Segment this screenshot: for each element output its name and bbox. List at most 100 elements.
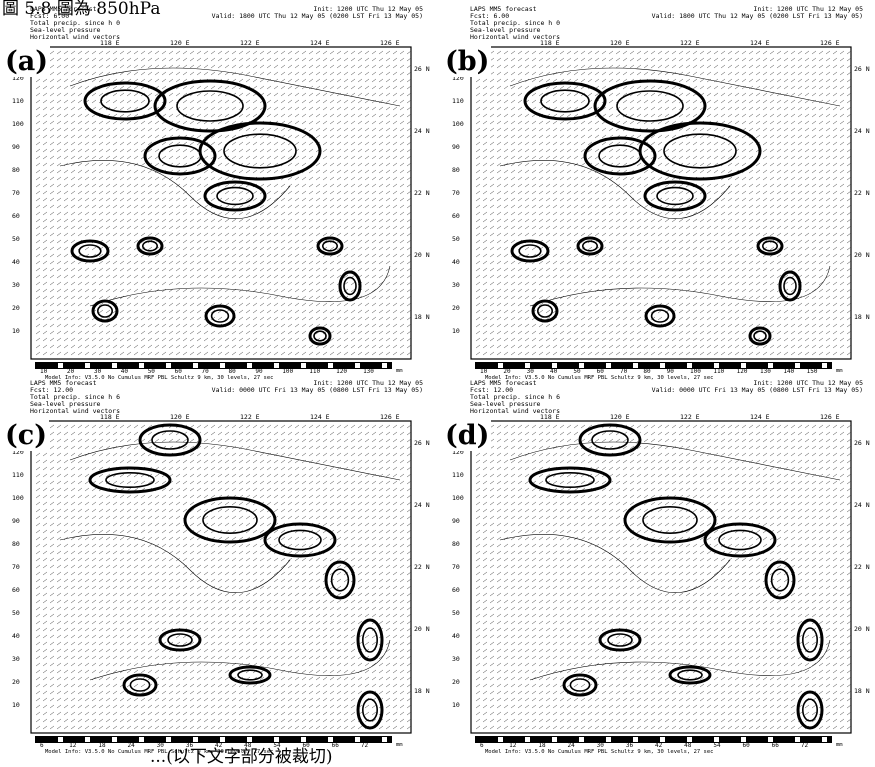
field-line-precip: Total precip. since h 6 bbox=[30, 393, 121, 401]
precip-area-inner-contour bbox=[591, 430, 629, 450]
scale-tick: 60 bbox=[174, 368, 182, 375]
precip-scale-bar bbox=[35, 362, 392, 369]
precip-area-contour bbox=[796, 690, 824, 730]
precip-scale-bar bbox=[475, 736, 832, 743]
scale-tick: 24 bbox=[567, 742, 575, 749]
scale-tick: 70 bbox=[201, 368, 209, 375]
precip-area-inner-contour bbox=[518, 244, 542, 258]
left-axis-tick: 70 bbox=[12, 563, 20, 571]
right-axis-tick: 26 N bbox=[854, 439, 870, 447]
precip-area-contour bbox=[528, 466, 612, 494]
precip-area-inner-contour bbox=[545, 471, 595, 488]
forecast-hour: Fcst: 6.00 bbox=[470, 12, 510, 20]
scale-tick: 10 bbox=[480, 368, 488, 375]
valid-time: Valid: 1800 UTC Thu 12 May 05 (0200 LST … bbox=[651, 12, 863, 20]
panel-label: (a) bbox=[3, 46, 51, 77]
left-axis-tick: 110 bbox=[452, 471, 464, 479]
scale-tick: 80 bbox=[643, 368, 651, 375]
scale-tick: 36 bbox=[625, 742, 634, 749]
forecast-hour: Fcst: 6.00 bbox=[30, 12, 70, 20]
precip-area-contour bbox=[158, 628, 202, 652]
left-axis-tick: 120 bbox=[452, 74, 464, 82]
left-axis-tick: 110 bbox=[12, 97, 24, 105]
left-axis-tick: 10 bbox=[12, 327, 20, 335]
field-line-wind: Horizontal wind vectors bbox=[30, 407, 121, 415]
precip-area-contour bbox=[703, 522, 777, 558]
precip-area-inner-contour bbox=[801, 627, 818, 653]
left-axis-tick: 60 bbox=[12, 212, 20, 220]
precip-area-contour bbox=[263, 522, 337, 558]
left-axis-tick: 120 bbox=[12, 448, 24, 456]
left-axis-tick: 70 bbox=[12, 189, 20, 197]
valid-time: Valid: 0000 UTC Fri 13 May 05 (0800 LST … bbox=[211, 386, 423, 394]
scale-tick: 120 bbox=[736, 368, 748, 375]
left-axis-tick: 60 bbox=[452, 212, 460, 220]
right-axis-tick: 22 N bbox=[414, 189, 430, 197]
precip-area-contour bbox=[531, 299, 559, 323]
left-axis-tick: 90 bbox=[452, 517, 460, 525]
precip-area-inner-contour bbox=[142, 240, 159, 252]
field-line-slp: Sea-level pressure bbox=[30, 400, 101, 408]
precip-area-inner-contour bbox=[129, 678, 151, 692]
field-line-precip: Total precip. since h 6 bbox=[470, 393, 561, 401]
precip-area-contour bbox=[228, 665, 272, 685]
init-time: Init: 1200 UTC Thu 12 May 05 bbox=[313, 379, 423, 387]
precip-scale-bar bbox=[475, 362, 832, 369]
precip-area-inner-contour bbox=[569, 678, 591, 692]
top-axis-tick: 118 E bbox=[100, 413, 120, 421]
scale-tick: 90 bbox=[255, 368, 263, 375]
init-time: Init: 1200 UTC Thu 12 May 05 bbox=[753, 379, 863, 387]
panel-label: (c) bbox=[3, 420, 49, 451]
precip-area-inner-contour bbox=[158, 144, 202, 168]
top-axis-tick: 122 E bbox=[680, 413, 700, 421]
left-axis-tick: 40 bbox=[452, 632, 460, 640]
right-axis-tick: 22 N bbox=[414, 563, 430, 571]
precip-area-contour bbox=[523, 81, 607, 121]
left-axis-tick: 100 bbox=[12, 494, 24, 502]
precip-area-inner-contour bbox=[278, 529, 322, 551]
left-axis-tick: 20 bbox=[12, 678, 20, 686]
scale-tick: 54 bbox=[713, 742, 721, 749]
scale-tick: 20 bbox=[66, 368, 75, 375]
right-axis-tick: 26 N bbox=[414, 439, 430, 447]
precip-area-contour bbox=[70, 239, 110, 263]
left-axis-tick: 120 bbox=[452, 448, 464, 456]
forecast-map bbox=[30, 46, 412, 360]
scale-tick: 60 bbox=[742, 742, 750, 749]
scale-tick: 60 bbox=[302, 742, 310, 749]
precip-area-inner-contour bbox=[761, 240, 778, 252]
scale-tick: 36 bbox=[185, 742, 194, 749]
model-title: LAPS MM5 forecast bbox=[470, 5, 537, 13]
precip-area-inner-contour bbox=[783, 276, 797, 296]
precip-area-contour bbox=[644, 304, 676, 328]
precip-area-inner-contour bbox=[330, 568, 350, 592]
precip-area-contour bbox=[198, 121, 322, 181]
precip-scale-bar bbox=[35, 736, 392, 743]
precip-area-contour bbox=[153, 79, 267, 133]
precip-area-contour bbox=[796, 618, 824, 662]
left-axis-tick: 40 bbox=[452, 258, 460, 266]
precip-area-inner-contour bbox=[343, 276, 357, 296]
left-axis-tick: 30 bbox=[452, 281, 460, 289]
precip-area-contour bbox=[122, 673, 158, 697]
scale-tick: 40 bbox=[550, 368, 558, 375]
field-line-slp: Sea-level pressure bbox=[470, 400, 541, 408]
precip-area-contour bbox=[668, 665, 712, 685]
scale-unit: mm bbox=[396, 742, 403, 748]
scale-tick: 48 bbox=[244, 742, 252, 749]
precip-area-contour bbox=[764, 560, 796, 600]
scale-tick: 130 bbox=[760, 368, 771, 375]
precip-area-contour bbox=[598, 628, 642, 652]
left-axis-tick: 20 bbox=[452, 678, 460, 686]
left-axis-tick: 20 bbox=[12, 304, 20, 312]
left-axis-tick: 90 bbox=[452, 143, 460, 151]
precip-area-contour bbox=[338, 270, 362, 302]
pressure-contours bbox=[59, 441, 401, 681]
left-axis-tick: 50 bbox=[12, 235, 20, 243]
right-axis-tick: 18 N bbox=[414, 313, 430, 321]
scale-tick: 72 bbox=[360, 742, 369, 749]
pressure-contours bbox=[499, 441, 841, 681]
panel-a: LAPS MM5 forecast Fcst: 6.00 Init: 1200 UT… bbox=[0, 6, 435, 381]
top-axis-tick: 118 E bbox=[540, 413, 560, 421]
left-axis-tick: 30 bbox=[12, 655, 20, 663]
